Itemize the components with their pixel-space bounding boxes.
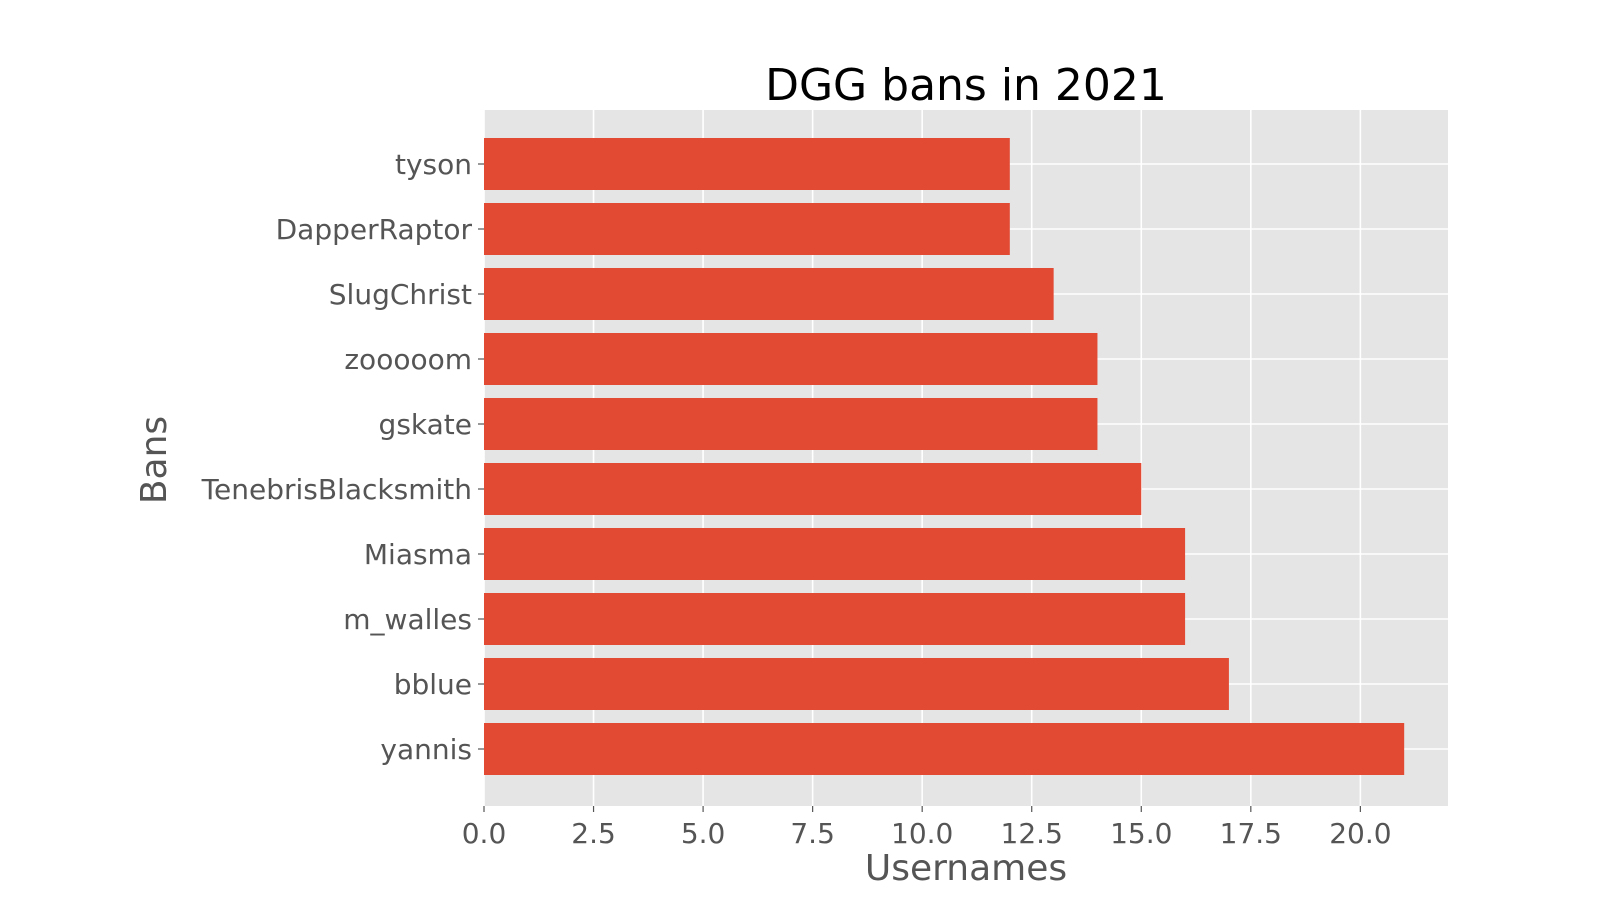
x-tick-label: 10.0: [891, 817, 953, 850]
bar-bblue: [484, 658, 1229, 710]
x-axis-label: Usernames: [865, 848, 1067, 889]
y-tick-label: DapperRaptor: [276, 213, 473, 246]
x-tick-label: 12.5: [1001, 817, 1063, 850]
y-tick-label: TenebrisBlacksmith: [201, 473, 472, 506]
x-tick-label: 20.0: [1329, 817, 1391, 850]
bar-m_walles: [484, 593, 1186, 645]
y-tick-label: Miasma: [364, 538, 472, 571]
x-tick-label: 5.0: [681, 817, 726, 850]
x-tick-label: 7.5: [790, 817, 835, 850]
bar-DapperRaptor: [484, 203, 1010, 255]
y-tick-label: tyson: [395, 148, 472, 181]
bar-yannis: [484, 723, 1405, 775]
y-tick-label: SlugChrist: [329, 278, 472, 311]
bar-zooooom: [484, 333, 1098, 385]
x-tick-label: 15.0: [1110, 817, 1172, 850]
bar-TenebrisBlacksmith: [484, 463, 1142, 515]
y-axis-label: Bans: [134, 416, 175, 504]
x-tick-label: 2.5: [571, 817, 616, 850]
bars: [484, 138, 1405, 775]
bar-SlugChrist: [484, 268, 1054, 320]
x-axis-ticks: 0.0 2.5 5.0 7.5 10.0 12.5 15.0 17.5 20.0: [462, 806, 1392, 850]
bar-Miasma: [484, 528, 1186, 580]
y-tick-label: gskate: [379, 408, 472, 441]
y-tick-label: zooooom: [344, 343, 472, 376]
bar-tyson: [484, 138, 1010, 190]
y-tick-label: bblue: [394, 668, 472, 701]
y-tick-label: m_walles: [343, 603, 472, 636]
chart-title: DGG bans in 2021: [765, 60, 1167, 111]
x-tick-label: 17.5: [1220, 817, 1282, 850]
bar-gskate: [484, 398, 1098, 450]
y-tick-label: yannis: [380, 733, 472, 766]
y-axis-ticks: yannis bblue m_walles Miasma TenebrisBlacksm…: [201, 148, 484, 766]
x-tick-label: 0.0: [462, 817, 507, 850]
